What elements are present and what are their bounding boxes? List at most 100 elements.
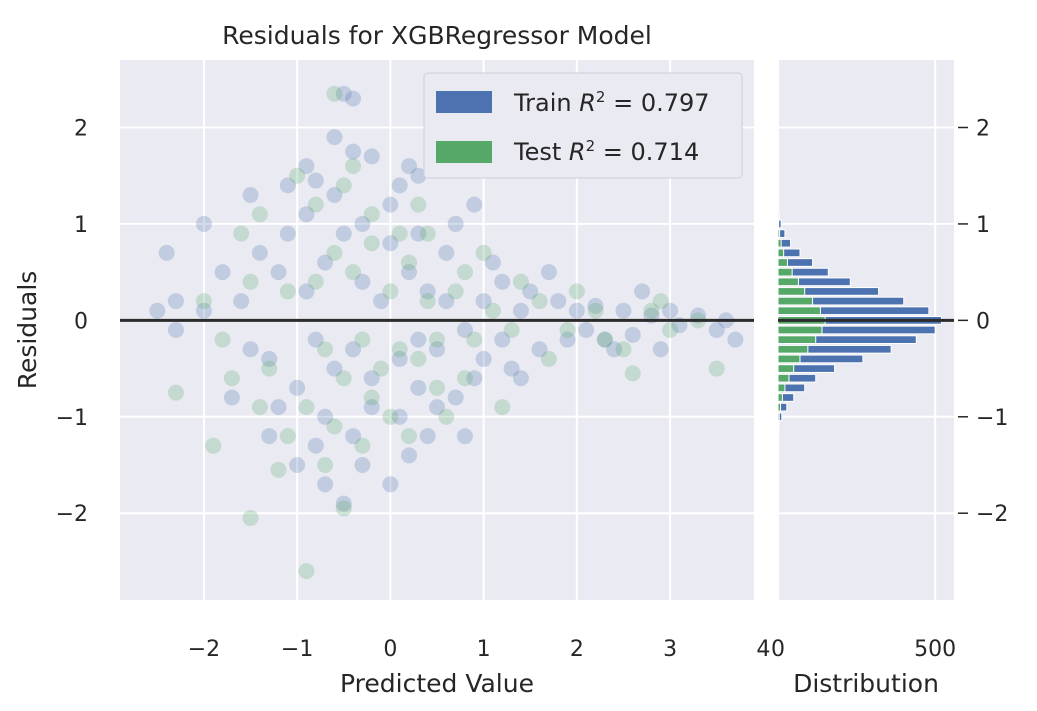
train-point bbox=[419, 283, 436, 300]
train-point bbox=[195, 215, 212, 232]
train-point bbox=[363, 148, 380, 165]
test-point bbox=[559, 322, 576, 338]
test-point bbox=[466, 331, 483, 348]
train-point bbox=[615, 302, 632, 319]
test-point bbox=[512, 273, 529, 290]
chart-title: Residuals for XGBRegressor Model bbox=[222, 21, 652, 50]
train-point bbox=[382, 476, 399, 493]
histogram-test-bar bbox=[777, 277, 799, 287]
train-point bbox=[326, 360, 343, 377]
test-point bbox=[456, 370, 473, 387]
train-point bbox=[419, 428, 436, 445]
train-point bbox=[484, 254, 501, 271]
y-tick-label: 2 bbox=[74, 117, 88, 142]
train-point bbox=[540, 264, 557, 281]
test-point bbox=[484, 302, 501, 319]
test-point bbox=[401, 254, 418, 271]
train-point bbox=[456, 428, 473, 445]
histogram-test-bar bbox=[777, 402, 782, 412]
train-point bbox=[401, 447, 418, 464]
train-point bbox=[475, 350, 492, 367]
test-point bbox=[401, 428, 418, 445]
train-point bbox=[410, 167, 427, 184]
train-point bbox=[512, 370, 529, 387]
y-tick-labels: −2 −1 0 1 2 bbox=[56, 117, 88, 528]
test-point bbox=[345, 158, 362, 175]
histogram-y-tick-label: 0 bbox=[976, 309, 990, 334]
train-point bbox=[447, 215, 464, 232]
histogram-test-bar bbox=[777, 238, 782, 248]
train-point bbox=[391, 177, 408, 194]
test-point bbox=[652, 293, 669, 310]
train-point bbox=[578, 322, 595, 338]
train-point bbox=[587, 297, 604, 314]
train-point bbox=[363, 370, 380, 387]
train-point bbox=[335, 495, 352, 512]
test-point bbox=[410, 350, 427, 367]
histogram-test-bar bbox=[777, 219, 780, 229]
train-point bbox=[270, 264, 287, 281]
test-point bbox=[317, 457, 334, 473]
test-point bbox=[214, 331, 231, 348]
legend: Train R2 = 0.797 Test R2 = 0.714 bbox=[423, 72, 743, 179]
test-point bbox=[233, 225, 250, 242]
x-tick-label: 0 bbox=[383, 637, 397, 662]
histogram-test-bar bbox=[777, 325, 823, 335]
histogram-test-bar bbox=[777, 287, 806, 296]
histogram-test-bar bbox=[777, 248, 785, 258]
test-point bbox=[242, 510, 259, 527]
test-point bbox=[363, 389, 380, 406]
test-point bbox=[438, 408, 455, 425]
train-point bbox=[307, 331, 324, 348]
train-point bbox=[233, 293, 250, 310]
train-point bbox=[242, 341, 259, 358]
train-point bbox=[708, 322, 725, 338]
train-point bbox=[456, 322, 473, 338]
train-point bbox=[345, 428, 362, 445]
x-axis-label: Predicted Value bbox=[340, 669, 534, 698]
test-point bbox=[708, 360, 725, 377]
test-point bbox=[279, 428, 296, 445]
histogram-x-tick-label: 500 bbox=[914, 637, 956, 662]
test-point bbox=[447, 283, 464, 300]
train-point bbox=[466, 370, 483, 387]
test-point bbox=[410, 196, 427, 213]
train-point bbox=[438, 244, 455, 261]
train-point bbox=[223, 389, 240, 406]
histogram-x-tick-labels: 0 500 bbox=[771, 637, 956, 662]
test-point bbox=[279, 283, 296, 300]
train-point bbox=[634, 283, 651, 300]
train-point bbox=[559, 331, 576, 348]
train-point bbox=[335, 85, 352, 102]
y-tick-label: 0 bbox=[74, 309, 88, 334]
train-point bbox=[438, 293, 455, 310]
test-point bbox=[298, 563, 315, 580]
test-point bbox=[307, 273, 324, 290]
train-point bbox=[596, 331, 613, 348]
train-point bbox=[167, 293, 184, 310]
histogram-test-bar bbox=[777, 373, 790, 383]
x-tick-label: 4 bbox=[756, 637, 770, 662]
train-point bbox=[214, 264, 231, 281]
test-point bbox=[242, 273, 259, 290]
histogram-x-tick-label: 0 bbox=[771, 637, 785, 662]
train-point bbox=[261, 428, 278, 445]
train-point bbox=[335, 225, 352, 242]
test-point bbox=[195, 293, 212, 310]
train-point bbox=[289, 457, 306, 473]
train-point bbox=[512, 302, 529, 319]
train-point bbox=[410, 379, 427, 396]
y-tick-label: −2 bbox=[56, 502, 88, 527]
train-point bbox=[354, 273, 371, 290]
test-point bbox=[317, 341, 334, 358]
train-point bbox=[652, 341, 669, 358]
test-point bbox=[307, 196, 324, 213]
test-point bbox=[223, 370, 240, 387]
train-point bbox=[494, 331, 511, 348]
histogram-test-bar bbox=[777, 383, 786, 393]
train-point bbox=[354, 457, 371, 473]
test-point bbox=[540, 350, 557, 367]
test-point bbox=[251, 399, 268, 416]
test-point bbox=[531, 293, 548, 310]
